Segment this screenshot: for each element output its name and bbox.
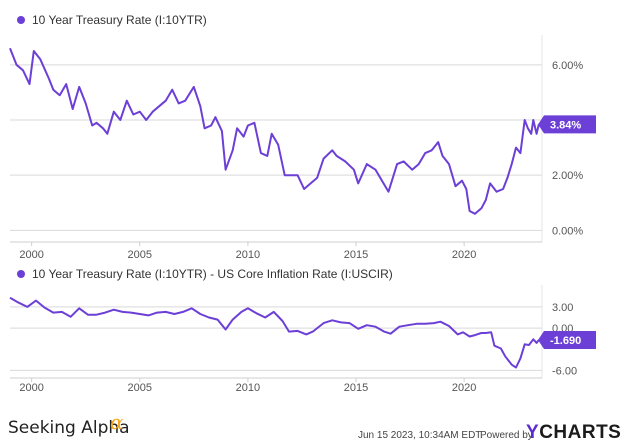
x-tick-label: 2005: [128, 249, 152, 261]
chart-area: 10 Year Treasury Rate (I:10YTR) 0.00% 2.0…: [9, 13, 596, 394]
y-tick-label: 0.00%: [552, 225, 583, 237]
last-value-badge: [538, 330, 596, 349]
legend-marker: [17, 16, 25, 24]
series-line: [9, 296, 540, 369]
x-tick-label: 2010: [236, 382, 260, 394]
treasury-rate-chart: 10 Year Treasury Rate (I:10YTR) 0.00% 2.0…: [9, 13, 596, 261]
y-tick-label: 2.00%: [552, 170, 583, 182]
y-tick-label: 3.00: [552, 302, 573, 314]
legend-marker: [17, 270, 25, 278]
x-tick-label: 2015: [344, 249, 368, 261]
y-tick-label: -6.00: [552, 365, 577, 377]
last-value-badge: [538, 115, 596, 134]
footer: Seeking Alpha α Jun 15 2023, 10:34AM EDT…: [0, 410, 635, 447]
ycharts-wordmark: CHARTS: [539, 422, 622, 443]
real-rate-chart: 10 Year Treasury Rate (I:10YTR) - US Cor…: [9, 267, 596, 394]
last-value-label: 3.84%: [550, 119, 581, 131]
x-tick-label: 2005: [128, 382, 152, 394]
legend-label: 10 Year Treasury Rate (I:10YTR): [32, 13, 207, 27]
seeking-alpha-logo[interactable]: Seeking Alpha: [8, 418, 130, 438]
timestamp: Jun 15 2023, 10:34AM EDT.: [358, 430, 484, 441]
powered-by-text: Powered by: [480, 430, 533, 441]
x-tick-label: 2010: [236, 249, 260, 261]
alpha-logo-icon: α: [110, 410, 124, 434]
last-value-label: -1.690: [550, 335, 581, 347]
ycharts-y: Y: [526, 422, 540, 443]
x-tick-label: 2015: [344, 382, 368, 394]
legend-label: 10 Year Treasury Rate (I:10YTR) - US Cor…: [32, 267, 393, 281]
x-tick-label: 2000: [19, 249, 43, 261]
y-tick-label: 6.00%: [552, 60, 583, 72]
x-tick-label: 2020: [452, 249, 476, 261]
x-tick-label: 2020: [452, 382, 476, 394]
series-line: [9, 47, 540, 215]
x-tick-label: 2000: [19, 382, 43, 394]
ycharts-logo[interactable]: YCHARTS: [526, 422, 621, 444]
